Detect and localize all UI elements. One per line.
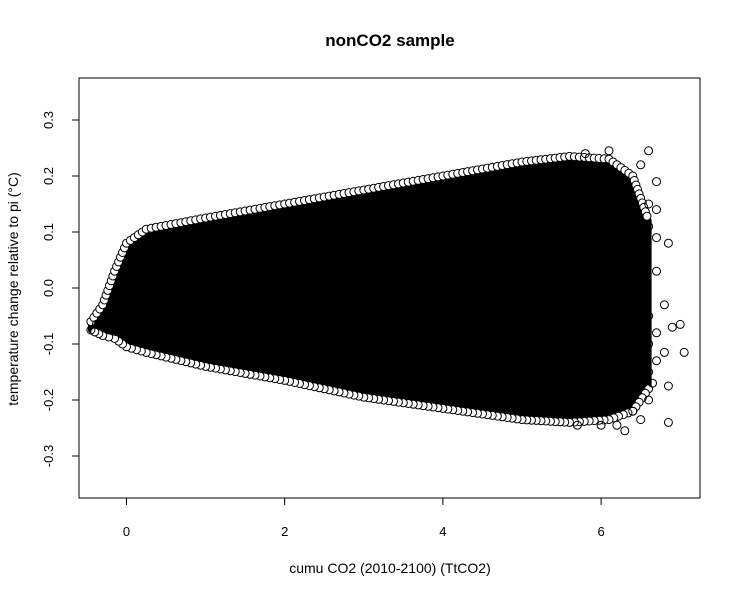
data-point: [642, 211, 652, 221]
data-point: [86, 325, 96, 335]
data-points: [86, 146, 689, 436]
data-point: [652, 356, 661, 366]
x-axis: 0 2 4 6: [123, 497, 605, 539]
x-tick-label: 2: [281, 524, 288, 539]
x-tick-label: 6: [597, 524, 604, 539]
data-point: [644, 339, 654, 349]
data-point: [679, 347, 689, 357]
data-point: [96, 317, 106, 327]
data-point: [572, 420, 582, 430]
data-point: [659, 347, 669, 357]
data-point: [636, 160, 646, 170]
data-point: [612, 420, 622, 430]
y-tick-label: 0.3: [41, 111, 56, 129]
x-axis-label: cumu CO2 (2010-2100) (TtCO2): [289, 560, 491, 576]
y-tick-label: -0.3: [41, 445, 56, 467]
data-point: [644, 146, 654, 156]
y-axis: -0.3 -0.2 -0.1 0.0 0.1 0.2 0.3: [41, 111, 80, 467]
data-point: [675, 319, 685, 329]
y-tick-label: -0.1: [41, 333, 56, 355]
data-point: [659, 300, 669, 310]
data-point: [652, 205, 661, 215]
data-point: [636, 415, 646, 425]
data-point: [648, 378, 657, 388]
y-axis-label: temperature change relative to pi (°C): [5, 172, 21, 406]
x-tick-label: 4: [439, 524, 446, 539]
y-tick-label: 0.1: [41, 223, 56, 241]
data-point: [620, 426, 630, 436]
data-point: [644, 311, 654, 321]
point-cloud-core: [96, 162, 643, 418]
y-tick-label: 0.2: [41, 167, 56, 185]
data-point: [663, 417, 673, 427]
data-point: [663, 381, 673, 391]
data-point: [644, 395, 654, 405]
x-tick-label: 0: [123, 524, 130, 539]
data-point: [640, 373, 650, 383]
data-point: [628, 406, 638, 416]
y-tick-label: -0.2: [41, 389, 56, 411]
chart-title: nonCO2 sample: [325, 31, 454, 50]
y-tick-label: 0.0: [41, 279, 56, 297]
data-point: [91, 319, 101, 329]
data-point: [604, 146, 614, 156]
data-point: [652, 233, 661, 243]
data-point: [644, 221, 654, 231]
data-point: [652, 177, 661, 187]
data-point: [596, 420, 606, 430]
data-point: [663, 238, 673, 248]
data-point: [636, 249, 646, 259]
data-point: [644, 199, 654, 209]
data-point: [580, 149, 590, 159]
data-point: [667, 322, 677, 332]
data-point: [652, 266, 661, 276]
data-point: [652, 328, 661, 338]
